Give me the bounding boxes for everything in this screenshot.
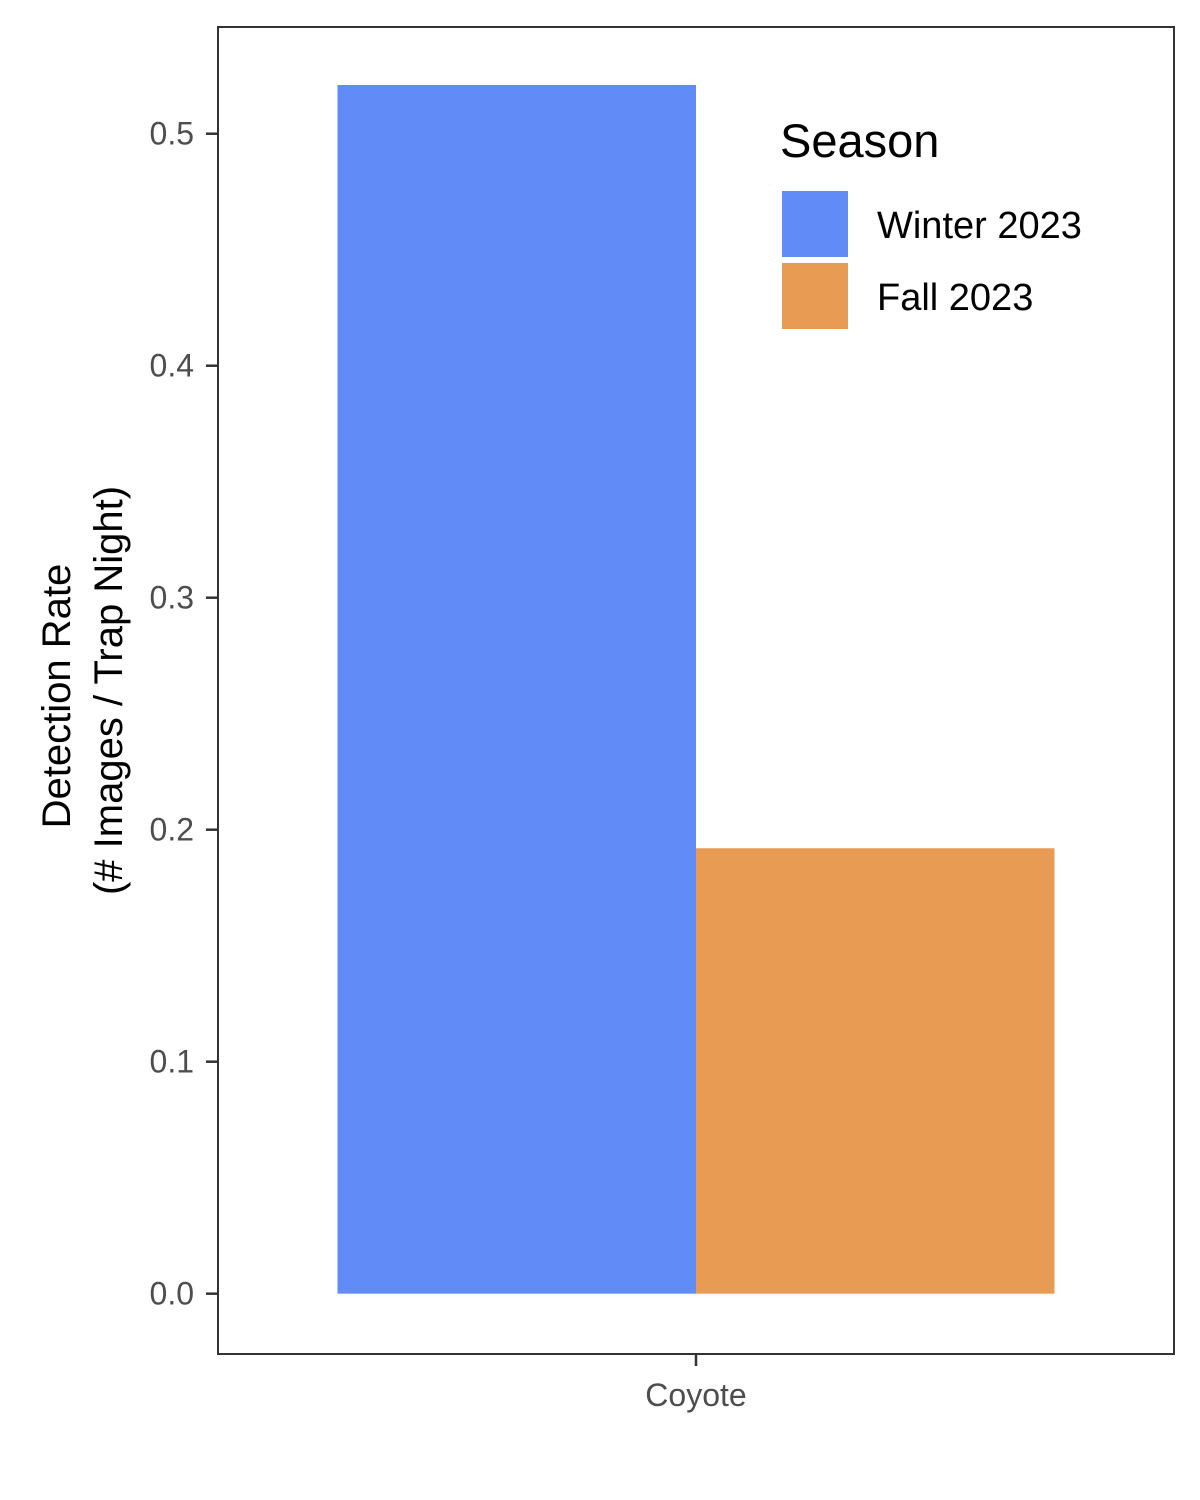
y-tick-label: 0.0	[150, 1276, 194, 1312]
y-axis-title-line2: (# Images / Trap Night)	[87, 486, 131, 895]
x-tick-label: Coyote	[645, 1377, 746, 1413]
y-tick-label: 0.1	[150, 1044, 194, 1080]
y-axis-title: Detection Rate (# Images / Trap Night)	[35, 486, 131, 895]
legend-key-fall-2023	[782, 263, 848, 329]
y-tick-label: 0.3	[150, 580, 194, 616]
bar-coyote-fall-2023	[696, 848, 1055, 1294]
legend-title: Season	[780, 114, 939, 167]
legend: Season Winter 2023 Fall 2023	[780, 114, 1082, 329]
y-tick-label: 0.4	[150, 348, 194, 384]
legend-key-winter-2023	[782, 191, 848, 257]
y-tick-label: 0.2	[150, 812, 194, 848]
y-axis: 0.0 0.1 0.2 0.3 0.4 0.5	[150, 116, 218, 1312]
bar-coyote-winter-2023	[337, 84, 696, 1294]
legend-label-winter-2023: Winter 2023	[877, 205, 1082, 247]
y-tick-label: 0.5	[150, 116, 194, 152]
y-axis-title-line1: Detection Rate	[35, 564, 79, 829]
x-axis: Coyote	[645, 1354, 747, 1413]
legend-label-fall-2023: Fall 2023	[877, 277, 1033, 319]
bars-layer	[337, 84, 1055, 1294]
